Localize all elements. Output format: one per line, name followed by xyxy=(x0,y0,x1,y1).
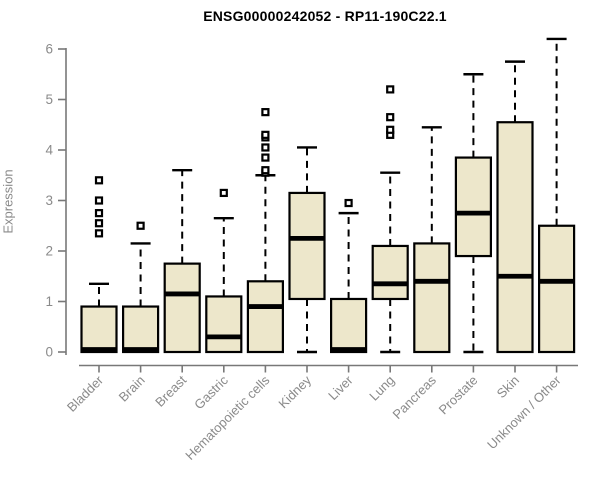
outlier-point xyxy=(94,176,104,185)
outlier-point xyxy=(94,209,104,218)
x-tick-label: Pancreas xyxy=(389,372,439,422)
x-tick-label: Breast xyxy=(152,372,189,409)
box xyxy=(454,156,492,258)
outlier-point xyxy=(94,219,104,228)
outlier-point xyxy=(219,188,228,198)
box xyxy=(246,280,284,354)
y-tick-label: 4 xyxy=(45,143,53,158)
box xyxy=(163,262,201,354)
outlier-point xyxy=(386,113,395,122)
box xyxy=(413,242,451,354)
outlier-point xyxy=(261,153,270,162)
y-tick-label: 1 xyxy=(45,294,53,309)
box xyxy=(80,305,118,354)
outlier-point xyxy=(386,125,395,134)
box xyxy=(288,191,326,301)
outlier-point xyxy=(261,108,270,117)
outlier-point xyxy=(94,196,104,205)
box xyxy=(330,297,368,354)
y-tick-label: 2 xyxy=(45,244,53,259)
x-tick-label: Bladder xyxy=(64,372,107,415)
x-tick-label: Liver xyxy=(325,372,356,403)
y-tick-label: 5 xyxy=(45,92,53,107)
outlier-point xyxy=(94,229,104,238)
box xyxy=(537,224,576,354)
box xyxy=(205,295,243,354)
chart-title: ENSG00000242052 - RP11-190C22.1 xyxy=(203,8,447,24)
x-tick-label: Skin xyxy=(494,373,522,401)
x-tick-label: Prostate xyxy=(436,373,481,418)
outlier-point xyxy=(261,166,270,175)
y-tick-label: 0 xyxy=(45,345,53,360)
outlier-point xyxy=(386,85,395,94)
outlier-point xyxy=(136,221,145,230)
x-tick-label: Lung xyxy=(366,373,397,404)
box xyxy=(371,244,409,301)
box xyxy=(496,121,534,354)
outlier-point xyxy=(344,198,353,208)
outlier-point xyxy=(261,130,270,139)
y-tick-label: 6 xyxy=(45,42,53,57)
x-tick-label: Kidney xyxy=(275,372,314,411)
box xyxy=(121,305,160,354)
x-tick-label: Brain xyxy=(116,373,148,405)
outlier-point xyxy=(261,143,270,152)
y-tick-label: 3 xyxy=(45,193,53,208)
x-tick-label: Unknown / Other xyxy=(484,372,564,452)
x-tick-label: Gastric xyxy=(191,372,231,412)
